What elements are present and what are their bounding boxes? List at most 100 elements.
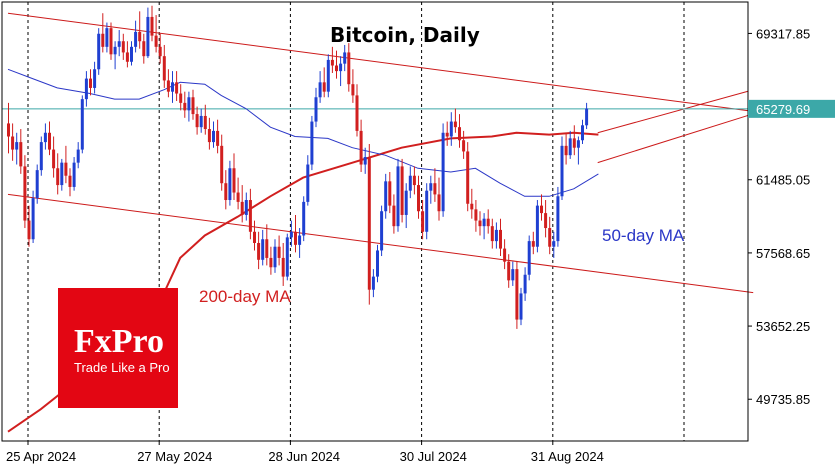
upper-channel-line bbox=[7, 12, 754, 112]
candle bbox=[277, 235, 281, 266]
candle-body bbox=[179, 93, 183, 103]
candle bbox=[171, 71, 174, 103]
candle-body bbox=[511, 269, 515, 281]
candle bbox=[89, 69, 92, 96]
candle bbox=[162, 44, 166, 88]
candle bbox=[314, 87, 318, 128]
candle bbox=[359, 119, 363, 172]
logo-brand: FxPro bbox=[74, 323, 164, 360]
chart-title: Bitcoin, Daily bbox=[330, 23, 480, 47]
candle bbox=[244, 192, 248, 221]
candle-body bbox=[261, 239, 265, 260]
candle bbox=[56, 153, 60, 195]
candle bbox=[11, 123, 15, 161]
candle bbox=[224, 170, 228, 210]
candle-body bbox=[499, 229, 502, 249]
x-tick-label: 30 Jul 2024 bbox=[400, 449, 467, 464]
candle-body bbox=[285, 237, 289, 277]
candle bbox=[265, 224, 269, 266]
candle-body bbox=[113, 46, 117, 55]
candle bbox=[97, 28, 101, 75]
candle bbox=[376, 244, 379, 283]
plot-frame bbox=[1, 1, 749, 442]
candle-body bbox=[408, 175, 412, 191]
candle-body bbox=[544, 213, 548, 229]
candle bbox=[93, 61, 97, 94]
candle-body bbox=[445, 132, 449, 137]
candle-body bbox=[142, 41, 146, 57]
candle-body bbox=[335, 65, 338, 72]
candle bbox=[158, 33, 162, 64]
candle-body bbox=[306, 164, 310, 202]
candle-body bbox=[486, 218, 490, 227]
candle bbox=[261, 229, 265, 266]
candle-body bbox=[130, 46, 133, 62]
candle bbox=[248, 188, 252, 240]
candle-body bbox=[68, 175, 72, 187]
candle bbox=[302, 196, 306, 242]
candle bbox=[322, 67, 326, 98]
candle-body bbox=[273, 246, 277, 268]
fxpro-logo: FxPro Trade Like a Pro bbox=[58, 288, 178, 408]
candle bbox=[166, 69, 170, 98]
candle-body bbox=[572, 138, 576, 148]
candle bbox=[478, 211, 482, 236]
candle-body bbox=[248, 200, 252, 232]
candle bbox=[207, 117, 211, 150]
candle-body bbox=[31, 198, 35, 240]
candle bbox=[470, 188, 474, 219]
candle bbox=[585, 102, 589, 130]
candle bbox=[347, 43, 351, 92]
candle bbox=[76, 142, 80, 169]
candle-body bbox=[39, 142, 43, 171]
candle-body bbox=[220, 145, 224, 184]
candle-body bbox=[154, 35, 158, 47]
candle-body bbox=[281, 257, 285, 277]
candle-body bbox=[314, 97, 318, 122]
candle-body bbox=[191, 97, 195, 115]
candle-body bbox=[503, 248, 507, 262]
candle-body bbox=[253, 231, 256, 243]
candle bbox=[367, 143, 371, 305]
y-tick-label: 57568.65 bbox=[756, 246, 810, 261]
x-tick-label: 27 May 2024 bbox=[137, 449, 212, 464]
candle-body bbox=[19, 142, 23, 167]
y-tick-label: 53652.25 bbox=[756, 319, 810, 334]
candle bbox=[396, 158, 400, 232]
candle bbox=[421, 200, 425, 240]
candle-body bbox=[207, 129, 211, 143]
candle bbox=[187, 91, 191, 122]
candle-body bbox=[257, 242, 261, 260]
candle-body bbox=[48, 132, 51, 150]
candle bbox=[535, 200, 539, 253]
candle bbox=[371, 269, 375, 298]
candle bbox=[544, 200, 548, 238]
candle bbox=[154, 15, 158, 53]
candle-body bbox=[7, 123, 10, 137]
candle bbox=[429, 175, 433, 204]
candle-body bbox=[507, 261, 511, 281]
candle bbox=[441, 123, 445, 217]
current-price-label: 65279.69 bbox=[756, 102, 810, 117]
candle bbox=[556, 186, 560, 247]
candle bbox=[240, 185, 244, 223]
candle bbox=[548, 216, 552, 255]
candle bbox=[568, 130, 572, 159]
candle-body bbox=[232, 168, 236, 193]
candle-body bbox=[72, 162, 76, 187]
candle-body bbox=[56, 168, 60, 186]
candle bbox=[363, 147, 367, 174]
candle-body bbox=[585, 108, 589, 126]
y-tick-label: 69317.85 bbox=[756, 26, 810, 41]
candle bbox=[503, 239, 507, 270]
candle-body bbox=[93, 69, 97, 88]
candle-body bbox=[462, 140, 466, 152]
candle-body bbox=[429, 183, 433, 191]
candle-body bbox=[76, 149, 80, 163]
candle bbox=[109, 22, 113, 60]
candle-body bbox=[355, 95, 359, 131]
candle bbox=[68, 168, 72, 197]
candle bbox=[330, 46, 334, 73]
channel-lines bbox=[7, 12, 754, 294]
